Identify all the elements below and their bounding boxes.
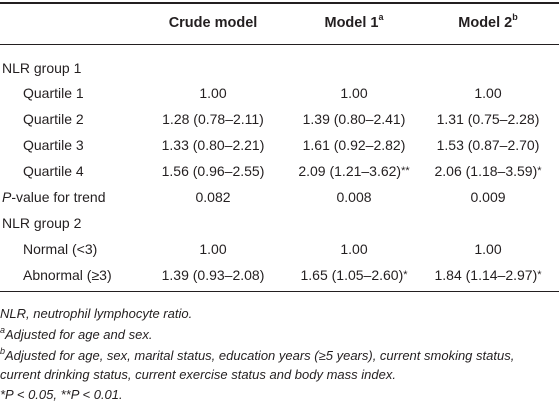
table-cell: 1.00 [199, 85, 227, 101]
table-cell: 1.00 [474, 85, 502, 101]
table-cell: 2.09 (1.21–3.62)** [298, 163, 410, 179]
table-cell: 1.31 (0.75–2.28) [436, 111, 540, 127]
table-cell: 1.53 (0.87–2.70) [436, 137, 540, 153]
table-cell: 1.65 (1.05–2.60)* [300, 267, 408, 283]
table-cell: 1.00 [199, 241, 227, 257]
row-label: NLR group 1 [2, 60, 82, 76]
header-crude-model: Crude model [168, 15, 258, 31]
header-rule [0, 44, 559, 45]
footnote: bAdjusted for age, sex, marital status, … [0, 345, 515, 363]
table-cell: 1.84 (1.14–2.97)* [434, 267, 542, 283]
table-cell: 1.00 [474, 241, 502, 257]
table-cell: 1.39 (0.80–2.41) [302, 111, 406, 127]
table-cell: 0.009 [470, 189, 506, 205]
table-cell: 1.39 (0.93–2.08) [161, 267, 265, 283]
row-label: Quartile 3 [23, 137, 84, 153]
table-cell: 0.082 [195, 189, 231, 205]
row-label: Quartile 1 [23, 85, 84, 101]
row-label: Abnormal (≥3) [23, 267, 112, 283]
row-label: Normal (<3) [23, 241, 98, 257]
row-label: Quartile 2 [23, 111, 84, 127]
row-label: P-value for trend [2, 189, 106, 205]
footnote: current drinking status, current exercis… [0, 367, 396, 382]
table-cell: 1.56 (0.96–2.55) [161, 163, 265, 179]
footnote: NLR, neutrophil lymphocyte ratio. [0, 306, 193, 321]
table-cell: 2.06 (1.18–3.59)* [434, 163, 542, 179]
header-model-2: Model 2b [458, 12, 518, 31]
header-model-1: Model 1a [324, 12, 384, 31]
table-bottom-rule [0, 291, 559, 292]
table-cell: 1.61 (0.92–2.82) [302, 137, 406, 153]
table-top-rule [0, 2, 559, 4]
footnote: aAdjusted for age and sex. [0, 324, 153, 342]
footnote: *P < 0.05, **P < 0.01. [0, 387, 123, 402]
table-cell: 1.00 [340, 85, 368, 101]
table-cell: 1.28 (0.78–2.11) [162, 111, 264, 127]
table-cell: 1.33 (0.80–2.21) [161, 137, 265, 153]
row-label: Quartile 4 [23, 163, 84, 179]
table-cell: 0.008 [336, 189, 372, 205]
row-label: NLR group 2 [2, 215, 82, 231]
table-cell: 1.00 [340, 241, 368, 257]
